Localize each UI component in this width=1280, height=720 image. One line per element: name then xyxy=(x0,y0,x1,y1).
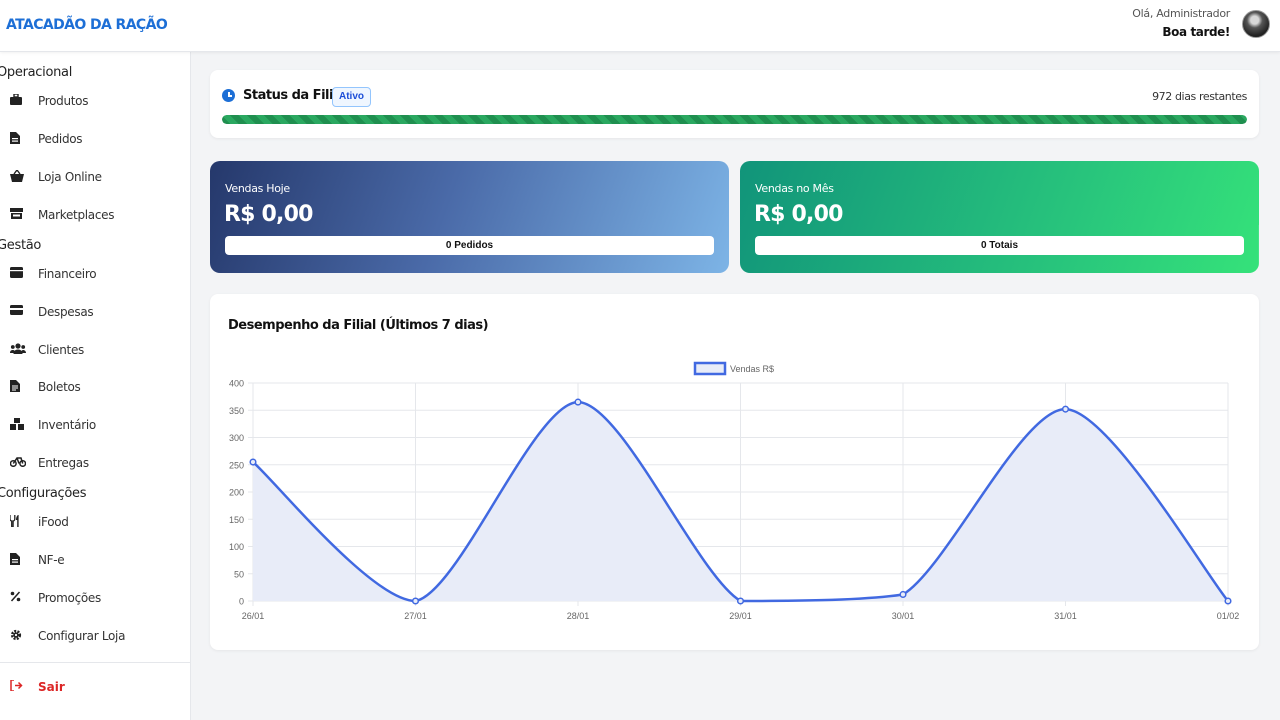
sales-today-orders: 0 Pedidos xyxy=(225,236,714,255)
y-tick-label: 150 xyxy=(229,515,244,525)
clock-icon xyxy=(222,89,235,102)
data-point xyxy=(249,458,257,466)
sidebar-item-loja-online[interactable]: Loja Online xyxy=(10,170,102,184)
y-tick-label: 400 xyxy=(229,379,244,389)
brand-logo[interactable]: ATACADÃO DA RAÇÃO xyxy=(6,17,168,33)
legend-label: Vendas R$ xyxy=(730,364,774,374)
sidebar-item-label: Boletos xyxy=(38,380,81,394)
sidebar-item-clientes[interactable]: Clientes xyxy=(10,343,84,357)
bicycle-icon xyxy=(10,456,26,470)
gear-icon xyxy=(10,629,26,643)
status-label: Status da Filial: xyxy=(243,88,350,103)
x-tick-label: 26/01 xyxy=(242,611,265,621)
data-point xyxy=(899,590,907,599)
performance-chart-card: Desempenho da Filial (Últimos 7 dias) 0 5… xyxy=(210,294,1259,650)
sidebar-item-label: Pedidos xyxy=(38,132,83,146)
y-tick-label: 50 xyxy=(234,569,244,579)
days-remaining: 972 dias restantes xyxy=(1152,90,1247,103)
y-tick-label: 350 xyxy=(229,406,244,416)
sidebar: Operacional Produtos Pedidos Loja Online… xyxy=(0,52,191,720)
performance-chart: 0 50 100 150 200 250 300 350 400 26/01 27/01 28/01 2… xyxy=(229,361,1240,621)
x-tick-label: 27/01 xyxy=(404,611,427,621)
section-configuracoes: Configurações xyxy=(0,486,87,501)
top-bar: ATACADÃO DA RAÇÃO Olá, Administrador Boa… xyxy=(0,0,1280,52)
x-tick-label: 01/02 xyxy=(1217,611,1240,621)
branch-status-card: Status da Filial: Ativo 972 dias restant… xyxy=(210,70,1259,138)
x-tick-label: 28/01 xyxy=(567,611,590,621)
sidebar-item-label: Produtos xyxy=(38,94,89,108)
section-gestao: Gestão xyxy=(0,238,42,253)
sidebar-item-inventario[interactable]: Inventário xyxy=(10,418,96,432)
sidebar-item-pedidos[interactable]: Pedidos xyxy=(10,132,83,146)
sidebar-item-financeiro[interactable]: Financeiro xyxy=(10,267,97,281)
sales-month-totals: 0 Totais xyxy=(755,236,1244,255)
sales-today-card: Vendas Hoje R$ 0,00 0 Pedidos xyxy=(210,161,729,273)
sidebar-item-label: Financeiro xyxy=(38,267,97,281)
store-icon xyxy=(10,208,26,222)
chart-title: Desempenho da Filial (Últimos 7 dias) xyxy=(228,318,489,333)
sales-month-amount: R$ 0,00 xyxy=(754,202,843,227)
sidebar-item-despesas[interactable]: Despesas xyxy=(10,305,94,319)
basket-icon xyxy=(10,170,26,184)
x-tick-label: 29/01 xyxy=(729,611,752,621)
sales-today-amount: R$ 0,00 xyxy=(224,202,313,227)
sales-month-label: Vendas no Mês xyxy=(755,182,834,195)
logout-button[interactable]: Sair xyxy=(10,680,65,694)
utensils-icon xyxy=(10,515,26,529)
legend-swatch xyxy=(693,361,727,376)
boxes-icon xyxy=(10,418,26,432)
briefcase-icon xyxy=(10,94,26,108)
sidebar-item-entregas[interactable]: Entregas xyxy=(10,456,89,470)
y-tick-label: 0 xyxy=(239,597,244,607)
sidebar-item-label: Configurar Loja xyxy=(38,629,126,643)
status-progress-fill xyxy=(222,115,1247,124)
time-greeting: Boa tarde! xyxy=(1162,25,1230,39)
section-operacional: Operacional xyxy=(0,65,73,80)
sidebar-item-label: Promoções xyxy=(38,591,101,605)
sidebar-item-label: NF-e xyxy=(38,553,65,567)
invoice-icon xyxy=(10,380,26,394)
user-info: Olá, Administrador Boa tarde! xyxy=(1132,7,1230,39)
y-tick-label: 200 xyxy=(229,488,244,498)
data-point xyxy=(736,597,745,605)
percent-icon xyxy=(10,591,26,605)
users-icon xyxy=(10,343,26,357)
x-tick-label: 31/01 xyxy=(1054,611,1077,621)
data-point xyxy=(411,597,420,605)
file-icon xyxy=(10,132,26,146)
sidebar-item-marketplaces[interactable]: Marketplaces xyxy=(10,208,114,222)
sales-today-label: Vendas Hoje xyxy=(225,182,290,195)
sidebar-item-label: Clientes xyxy=(38,343,84,357)
avatar[interactable] xyxy=(1242,10,1270,38)
data-point xyxy=(574,398,582,406)
logout-label: Sair xyxy=(38,680,65,694)
sidebar-item-label: Despesas xyxy=(38,305,94,319)
x-tick-label: 30/01 xyxy=(892,611,915,621)
sidebar-item-configurar-loja[interactable]: Configurar Loja xyxy=(10,629,125,643)
sidebar-item-promocoes[interactable]: Promoções xyxy=(10,591,101,605)
document-icon xyxy=(10,553,26,567)
data-point xyxy=(1061,405,1070,413)
sidebar-divider xyxy=(0,662,191,663)
sidebar-item-label: Inventário xyxy=(38,418,96,432)
sidebar-item-boletos[interactable]: Boletos xyxy=(10,380,81,394)
sidebar-item-nfe[interactable]: NF-e xyxy=(10,553,65,567)
sidebar-item-label: Entregas xyxy=(38,456,89,470)
status-badge: Ativo xyxy=(332,87,371,107)
sidebar-item-label: Loja Online xyxy=(38,170,102,184)
y-tick-label: 100 xyxy=(229,542,244,552)
wallet-icon xyxy=(10,267,26,281)
sidebar-item-label: iFood xyxy=(38,515,69,529)
sidebar-item-ifood[interactable]: iFood xyxy=(10,515,69,529)
credit-card-icon xyxy=(10,305,26,319)
user-greeting: Olá, Administrador xyxy=(1132,7,1230,20)
y-tick-label: 300 xyxy=(229,433,244,443)
status-progress-bar xyxy=(222,115,1247,124)
series-area xyxy=(253,402,1228,601)
y-tick-label: 250 xyxy=(229,460,244,470)
sidebar-item-label: Marketplaces xyxy=(38,208,115,222)
sidebar-item-produtos[interactable]: Produtos xyxy=(10,94,88,108)
data-point xyxy=(1224,597,1232,605)
sales-month-card: Vendas no Mês R$ 0,00 0 Totais xyxy=(740,161,1259,273)
